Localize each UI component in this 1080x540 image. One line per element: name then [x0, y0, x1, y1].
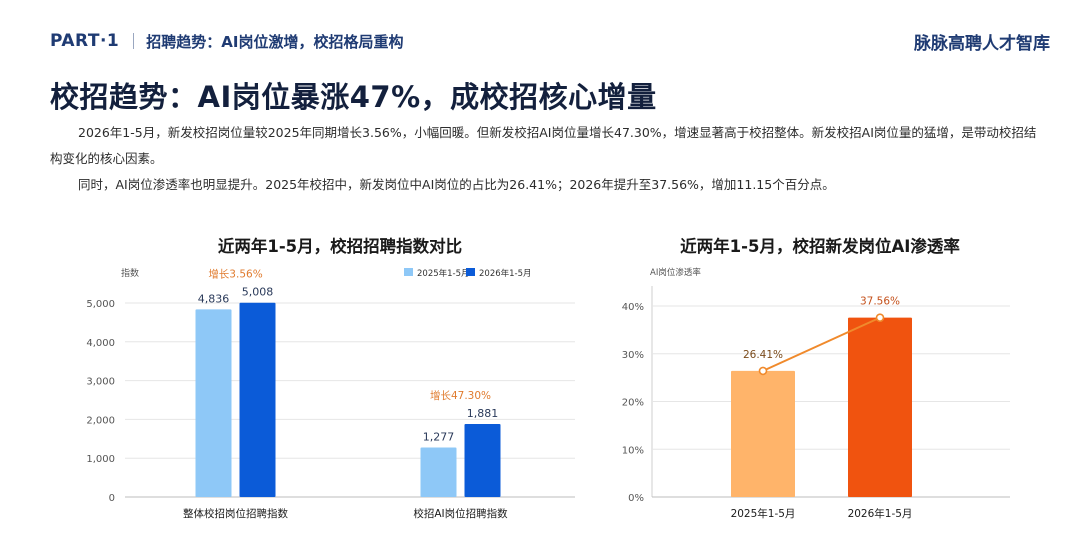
bar-2026-1 [239, 302, 276, 497]
legend-label: 2025年1-5月 [417, 268, 470, 279]
brand-name: 脉脉高聘人才智库 [914, 33, 1050, 54]
paragraph-1: 2026年1-5月，新发校招岗位量较2025年同期增长3.56%，小幅回暖。但新… [50, 125, 1037, 166]
line-point [875, 313, 885, 322]
chart-2-title: 近两年1-5月，校招新发岗位AI渗透率 [680, 237, 960, 256]
page-headline: 校招趋势：AI岗位暴涨47%，成校招核心增量 [50, 80, 657, 114]
data-label: 5,008 [242, 286, 274, 299]
y-tick-label: 3,000 [86, 377, 115, 388]
x-tick-label: 校招AI岗位招聘指数 [413, 507, 508, 520]
legend-swatch [466, 268, 475, 276]
y-tick-label: 20% [622, 398, 644, 409]
legend-label: 2026年1-5月 [479, 268, 532, 279]
line-point [758, 366, 768, 376]
y-tick-label: 0% [628, 493, 644, 504]
data-label: 26.41% [743, 349, 783, 361]
y-tick-label: 30% [622, 350, 644, 361]
trend-line [762, 316, 881, 372]
top-bar: PART·1 招聘趋势：AI岗位激增，校招格局重构 脉脉高聘人才智库 [50, 28, 1050, 54]
y-tick-label: 10% [622, 445, 644, 456]
bar-2025 [731, 370, 795, 497]
x-tick-label: 2026年1-5月 [848, 507, 913, 520]
paragraph-2: 同时，AI岗位渗透率也明显提升。2025年校招中，新发岗位中AI岗位的占比为26… [78, 177, 835, 192]
y-tick-label: 2,000 [86, 415, 115, 426]
y-axis-title: AI岗位渗透率 [650, 267, 701, 278]
growth-annotation: 增长3.56% [208, 268, 262, 281]
bar-2026 [848, 317, 912, 497]
y-tick-label: 40% [622, 302, 644, 313]
y-tick-label: 1,000 [86, 454, 115, 465]
bar-2026-2 [464, 424, 501, 497]
bar-2025-2 [420, 447, 457, 497]
y-tick-label: 4,000 [86, 338, 115, 349]
y-tick-label: 0 [109, 493, 115, 504]
part-divider [133, 33, 135, 49]
x-tick-label: 2025年1-5月 [731, 507, 796, 520]
legend-swatch [404, 268, 413, 276]
x-tick-label: 整体校招岗位招聘指数 [183, 507, 288, 520]
chart-1-title: 近两年1-5月，校招招聘指数对比 [217, 237, 463, 256]
part-title: 招聘趋势：AI岗位激增，校招格局重构 [146, 32, 404, 51]
part-label: PART·1 [50, 31, 120, 51]
data-label: 37.56% [860, 296, 900, 308]
data-label: 1,277 [423, 430, 455, 443]
data-label: 4,836 [198, 292, 230, 305]
y-axis-title: 指数 [121, 267, 139, 279]
bar-2025-1 [195, 309, 232, 497]
growth-annotation: 增长47.30% [430, 389, 491, 402]
y-tick-label: 5,000 [86, 299, 115, 310]
data-label: 1,881 [467, 407, 499, 420]
